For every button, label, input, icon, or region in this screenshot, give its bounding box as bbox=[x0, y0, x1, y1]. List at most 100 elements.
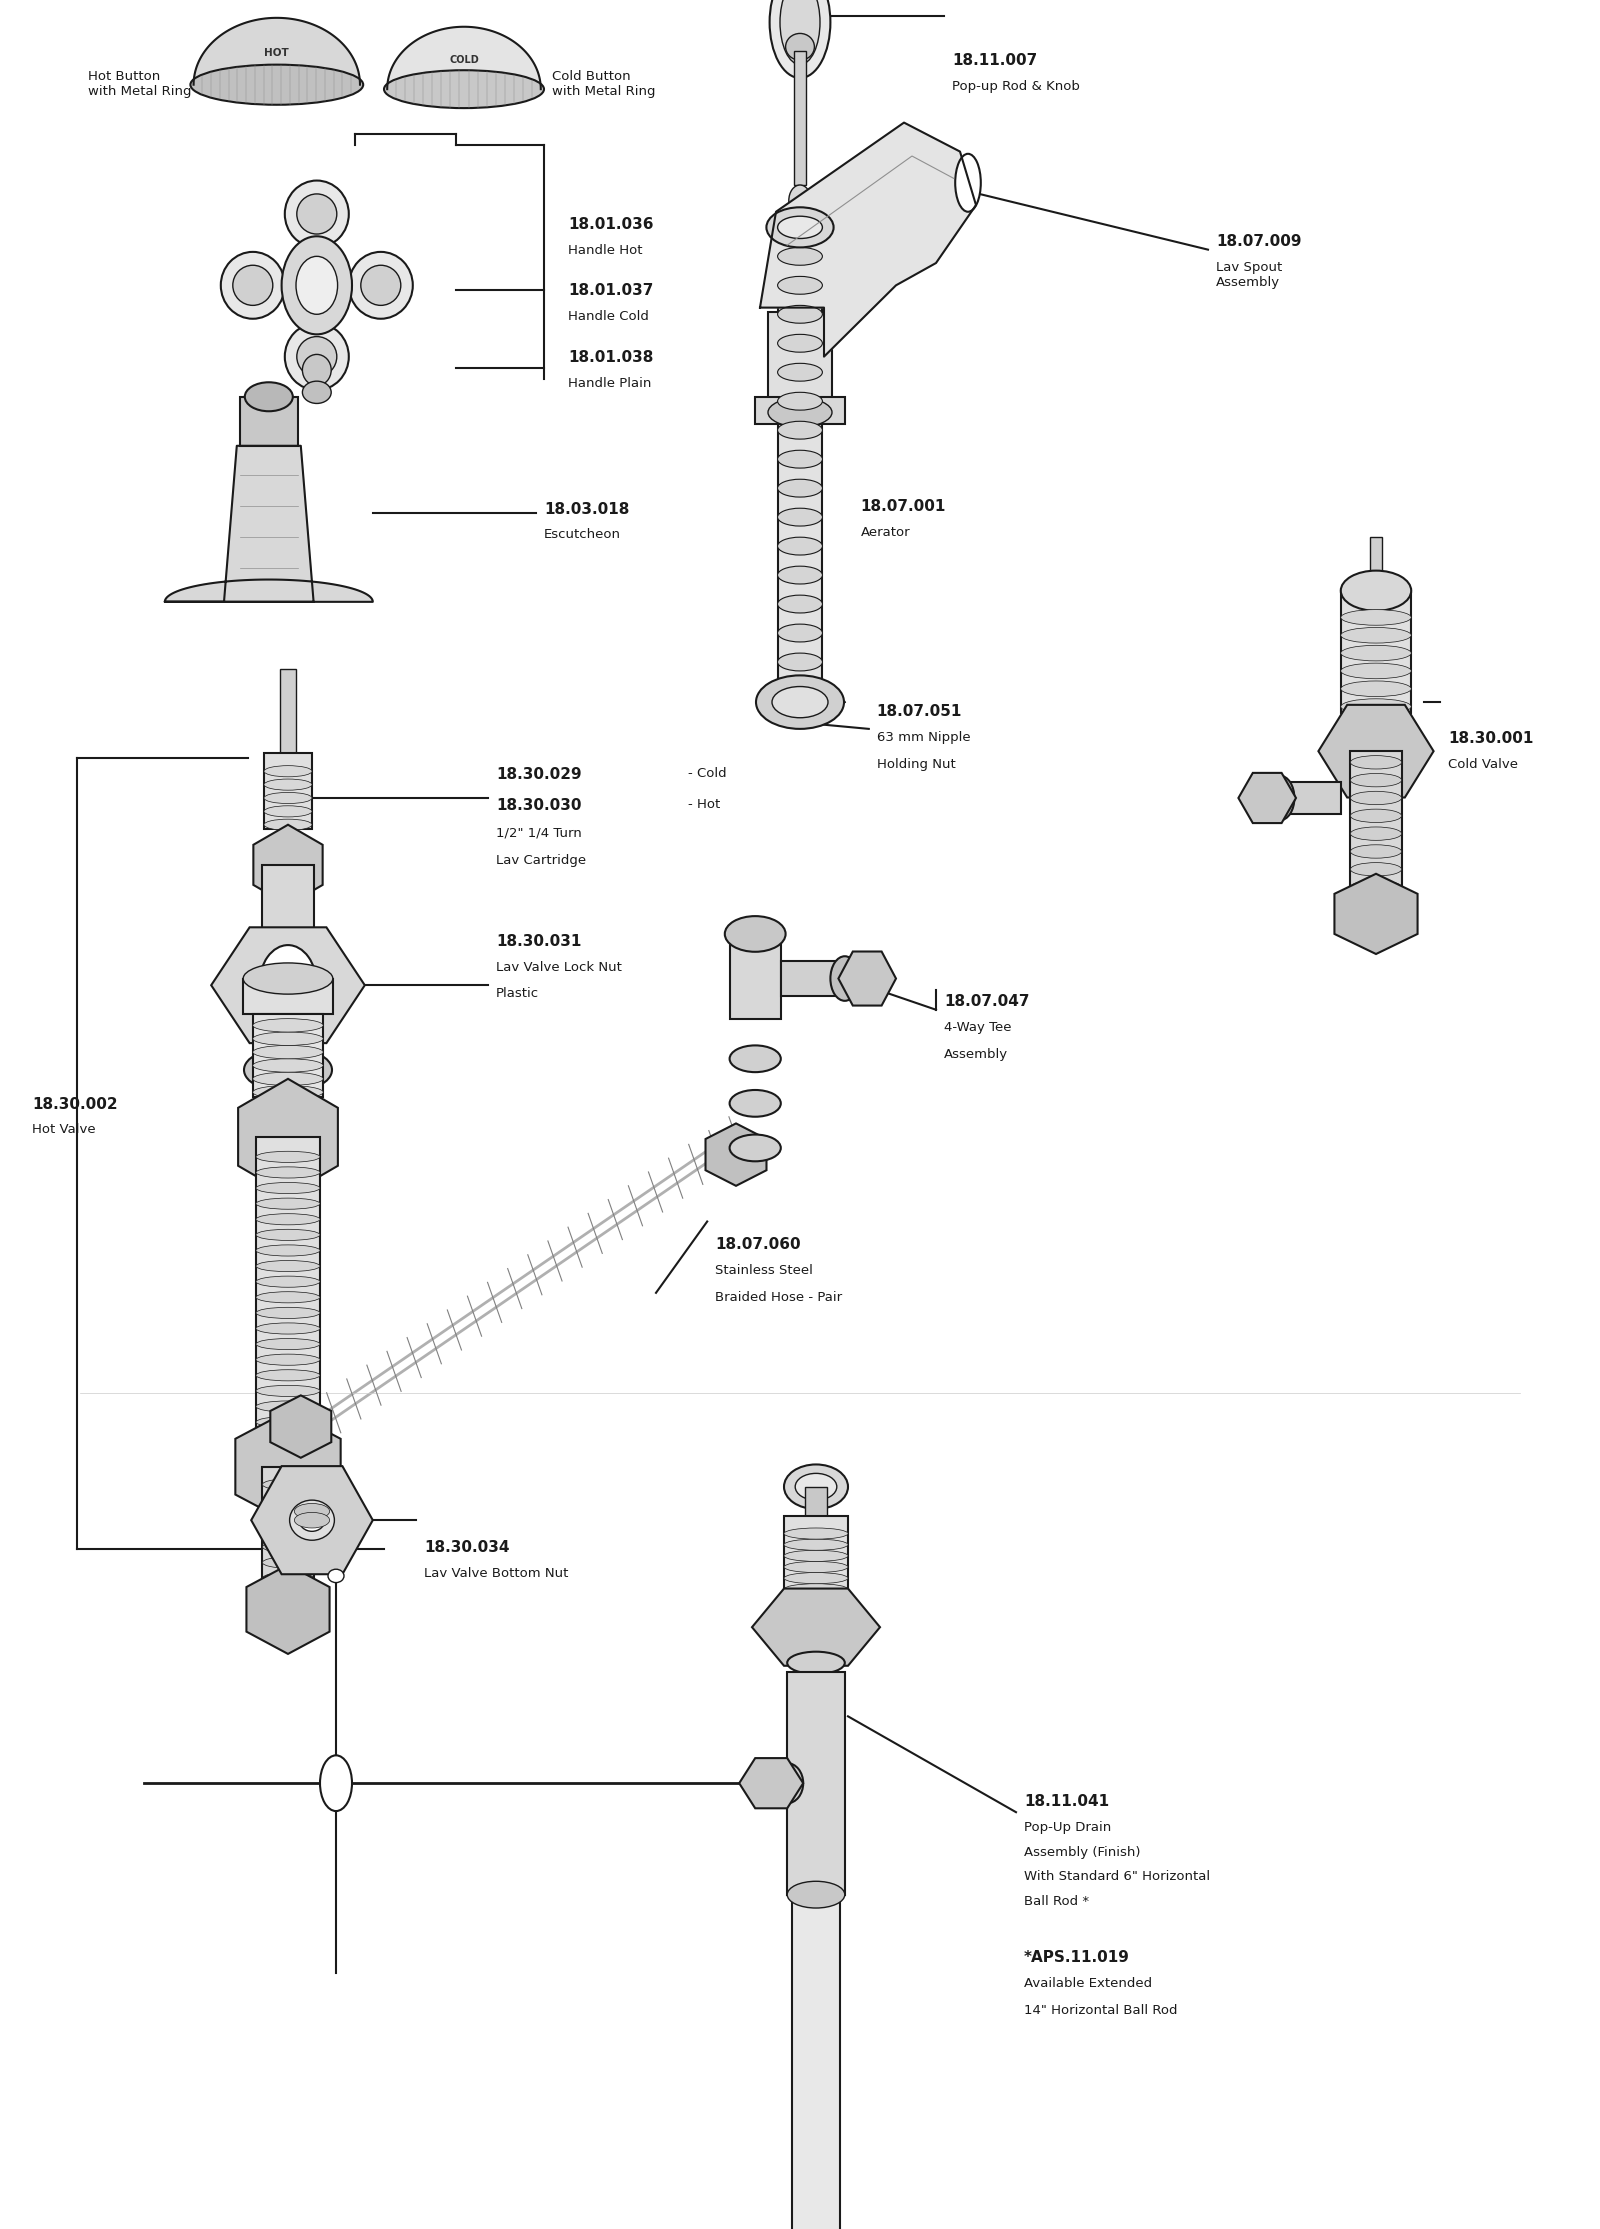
Text: 4-Way Tee: 4-Way Tee bbox=[944, 1021, 1011, 1034]
Text: HOT: HOT bbox=[264, 49, 290, 58]
Polygon shape bbox=[165, 446, 373, 602]
Text: Holding Nut: Holding Nut bbox=[877, 758, 955, 771]
Ellipse shape bbox=[778, 334, 822, 352]
Ellipse shape bbox=[1350, 827, 1402, 840]
Ellipse shape bbox=[795, 1473, 837, 1500]
Polygon shape bbox=[194, 18, 360, 85]
Bar bbox=[1341, 591, 1411, 713]
Text: Handle Plain: Handle Plain bbox=[568, 377, 651, 390]
Text: Aerator: Aerator bbox=[861, 526, 910, 539]
Text: 18.30.031: 18.30.031 bbox=[496, 934, 581, 950]
Text: 18.01.037: 18.01.037 bbox=[568, 283, 653, 299]
Ellipse shape bbox=[253, 1072, 323, 1086]
Circle shape bbox=[789, 185, 811, 216]
Ellipse shape bbox=[787, 1881, 845, 1908]
Text: 18.07.060: 18.07.060 bbox=[715, 1237, 802, 1253]
Text: 18.01.036: 18.01.036 bbox=[568, 218, 653, 232]
Ellipse shape bbox=[1350, 809, 1402, 823]
Text: 18.30.034: 18.30.034 bbox=[424, 1540, 509, 1556]
Bar bbox=[805, 1487, 827, 1516]
Bar bbox=[730, 934, 781, 1019]
Ellipse shape bbox=[784, 1574, 848, 1583]
Ellipse shape bbox=[778, 653, 822, 671]
Ellipse shape bbox=[778, 682, 822, 700]
Text: 18.30.001: 18.30.001 bbox=[1448, 731, 1533, 747]
Ellipse shape bbox=[1350, 863, 1402, 876]
Text: 18.11.041: 18.11.041 bbox=[1024, 1794, 1109, 1810]
Ellipse shape bbox=[1341, 571, 1411, 611]
Ellipse shape bbox=[778, 305, 822, 323]
Circle shape bbox=[282, 236, 352, 334]
Ellipse shape bbox=[730, 1090, 781, 1117]
Ellipse shape bbox=[730, 1135, 781, 1161]
Text: COLD: COLD bbox=[450, 56, 478, 65]
Ellipse shape bbox=[262, 1574, 314, 1583]
Ellipse shape bbox=[757, 675, 845, 729]
Text: 18.07.009: 18.07.009 bbox=[1216, 234, 1301, 250]
Ellipse shape bbox=[264, 767, 312, 778]
Text: 18.01.038: 18.01.038 bbox=[568, 350, 653, 366]
Ellipse shape bbox=[256, 1306, 320, 1320]
Ellipse shape bbox=[302, 354, 331, 386]
Ellipse shape bbox=[266, 1059, 310, 1081]
Bar bbox=[280, 669, 296, 753]
Ellipse shape bbox=[787, 1652, 845, 1674]
Bar bbox=[243, 979, 333, 1014]
Ellipse shape bbox=[786, 33, 814, 60]
Polygon shape bbox=[752, 1589, 880, 1665]
Ellipse shape bbox=[778, 566, 822, 584]
Text: Handle Cold: Handle Cold bbox=[568, 310, 650, 323]
Ellipse shape bbox=[264, 780, 312, 791]
Ellipse shape bbox=[262, 1493, 314, 1507]
Ellipse shape bbox=[294, 1511, 330, 1529]
Ellipse shape bbox=[262, 1556, 314, 1569]
Ellipse shape bbox=[784, 1583, 848, 1596]
Polygon shape bbox=[253, 945, 323, 1016]
Ellipse shape bbox=[778, 450, 822, 468]
Ellipse shape bbox=[234, 265, 272, 305]
Ellipse shape bbox=[256, 1402, 320, 1413]
Text: Braided Hose - Pair: Braided Hose - Pair bbox=[715, 1291, 842, 1304]
Text: Assembly (Finish): Assembly (Finish) bbox=[1024, 1846, 1141, 1859]
Text: Hot Button
with Metal Ring: Hot Button with Metal Ring bbox=[88, 69, 192, 98]
Ellipse shape bbox=[784, 1551, 848, 1560]
Ellipse shape bbox=[299, 1509, 325, 1531]
Text: Cold Valve: Cold Valve bbox=[1448, 758, 1518, 771]
Ellipse shape bbox=[1350, 756, 1402, 769]
Text: - Cold: - Cold bbox=[688, 767, 726, 780]
Bar bbox=[262, 865, 314, 954]
Ellipse shape bbox=[766, 207, 834, 247]
Ellipse shape bbox=[253, 1086, 323, 1099]
Bar bbox=[1350, 751, 1402, 892]
Ellipse shape bbox=[256, 1244, 320, 1257]
Text: 18.03.018: 18.03.018 bbox=[544, 502, 629, 517]
Text: Plastic: Plastic bbox=[496, 987, 539, 1001]
Ellipse shape bbox=[778, 479, 822, 497]
Text: Ball Rod *: Ball Rod * bbox=[1024, 1895, 1090, 1908]
Polygon shape bbox=[1334, 874, 1418, 954]
Bar bbox=[795, 201, 805, 323]
Text: Pop-up Rod & Knob: Pop-up Rod & Knob bbox=[952, 80, 1080, 94]
Polygon shape bbox=[270, 1395, 331, 1458]
Text: 18.30.029: 18.30.029 bbox=[496, 767, 582, 782]
Text: Hot Valve: Hot Valve bbox=[32, 1123, 96, 1137]
Ellipse shape bbox=[770, 0, 830, 78]
Bar bbox=[240, 397, 298, 446]
Bar bbox=[1370, 537, 1382, 586]
Ellipse shape bbox=[221, 252, 285, 319]
Text: With Standard 6" Horizontal: With Standard 6" Horizontal bbox=[1024, 1870, 1210, 1884]
Polygon shape bbox=[253, 825, 323, 905]
Text: *APS.11.019: *APS.11.019 bbox=[1024, 1950, 1130, 1966]
Text: 18.07.051: 18.07.051 bbox=[877, 704, 962, 720]
Circle shape bbox=[296, 256, 338, 314]
Ellipse shape bbox=[771, 1763, 803, 1803]
Polygon shape bbox=[1318, 704, 1434, 798]
Text: Handle Hot: Handle Hot bbox=[568, 245, 643, 256]
Polygon shape bbox=[838, 952, 896, 1005]
Text: 18.07.047: 18.07.047 bbox=[944, 994, 1029, 1010]
Text: Available Extended: Available Extended bbox=[1024, 1977, 1152, 1990]
Ellipse shape bbox=[725, 916, 786, 952]
Ellipse shape bbox=[1350, 845, 1402, 858]
Polygon shape bbox=[251, 1467, 373, 1574]
Ellipse shape bbox=[298, 337, 338, 377]
